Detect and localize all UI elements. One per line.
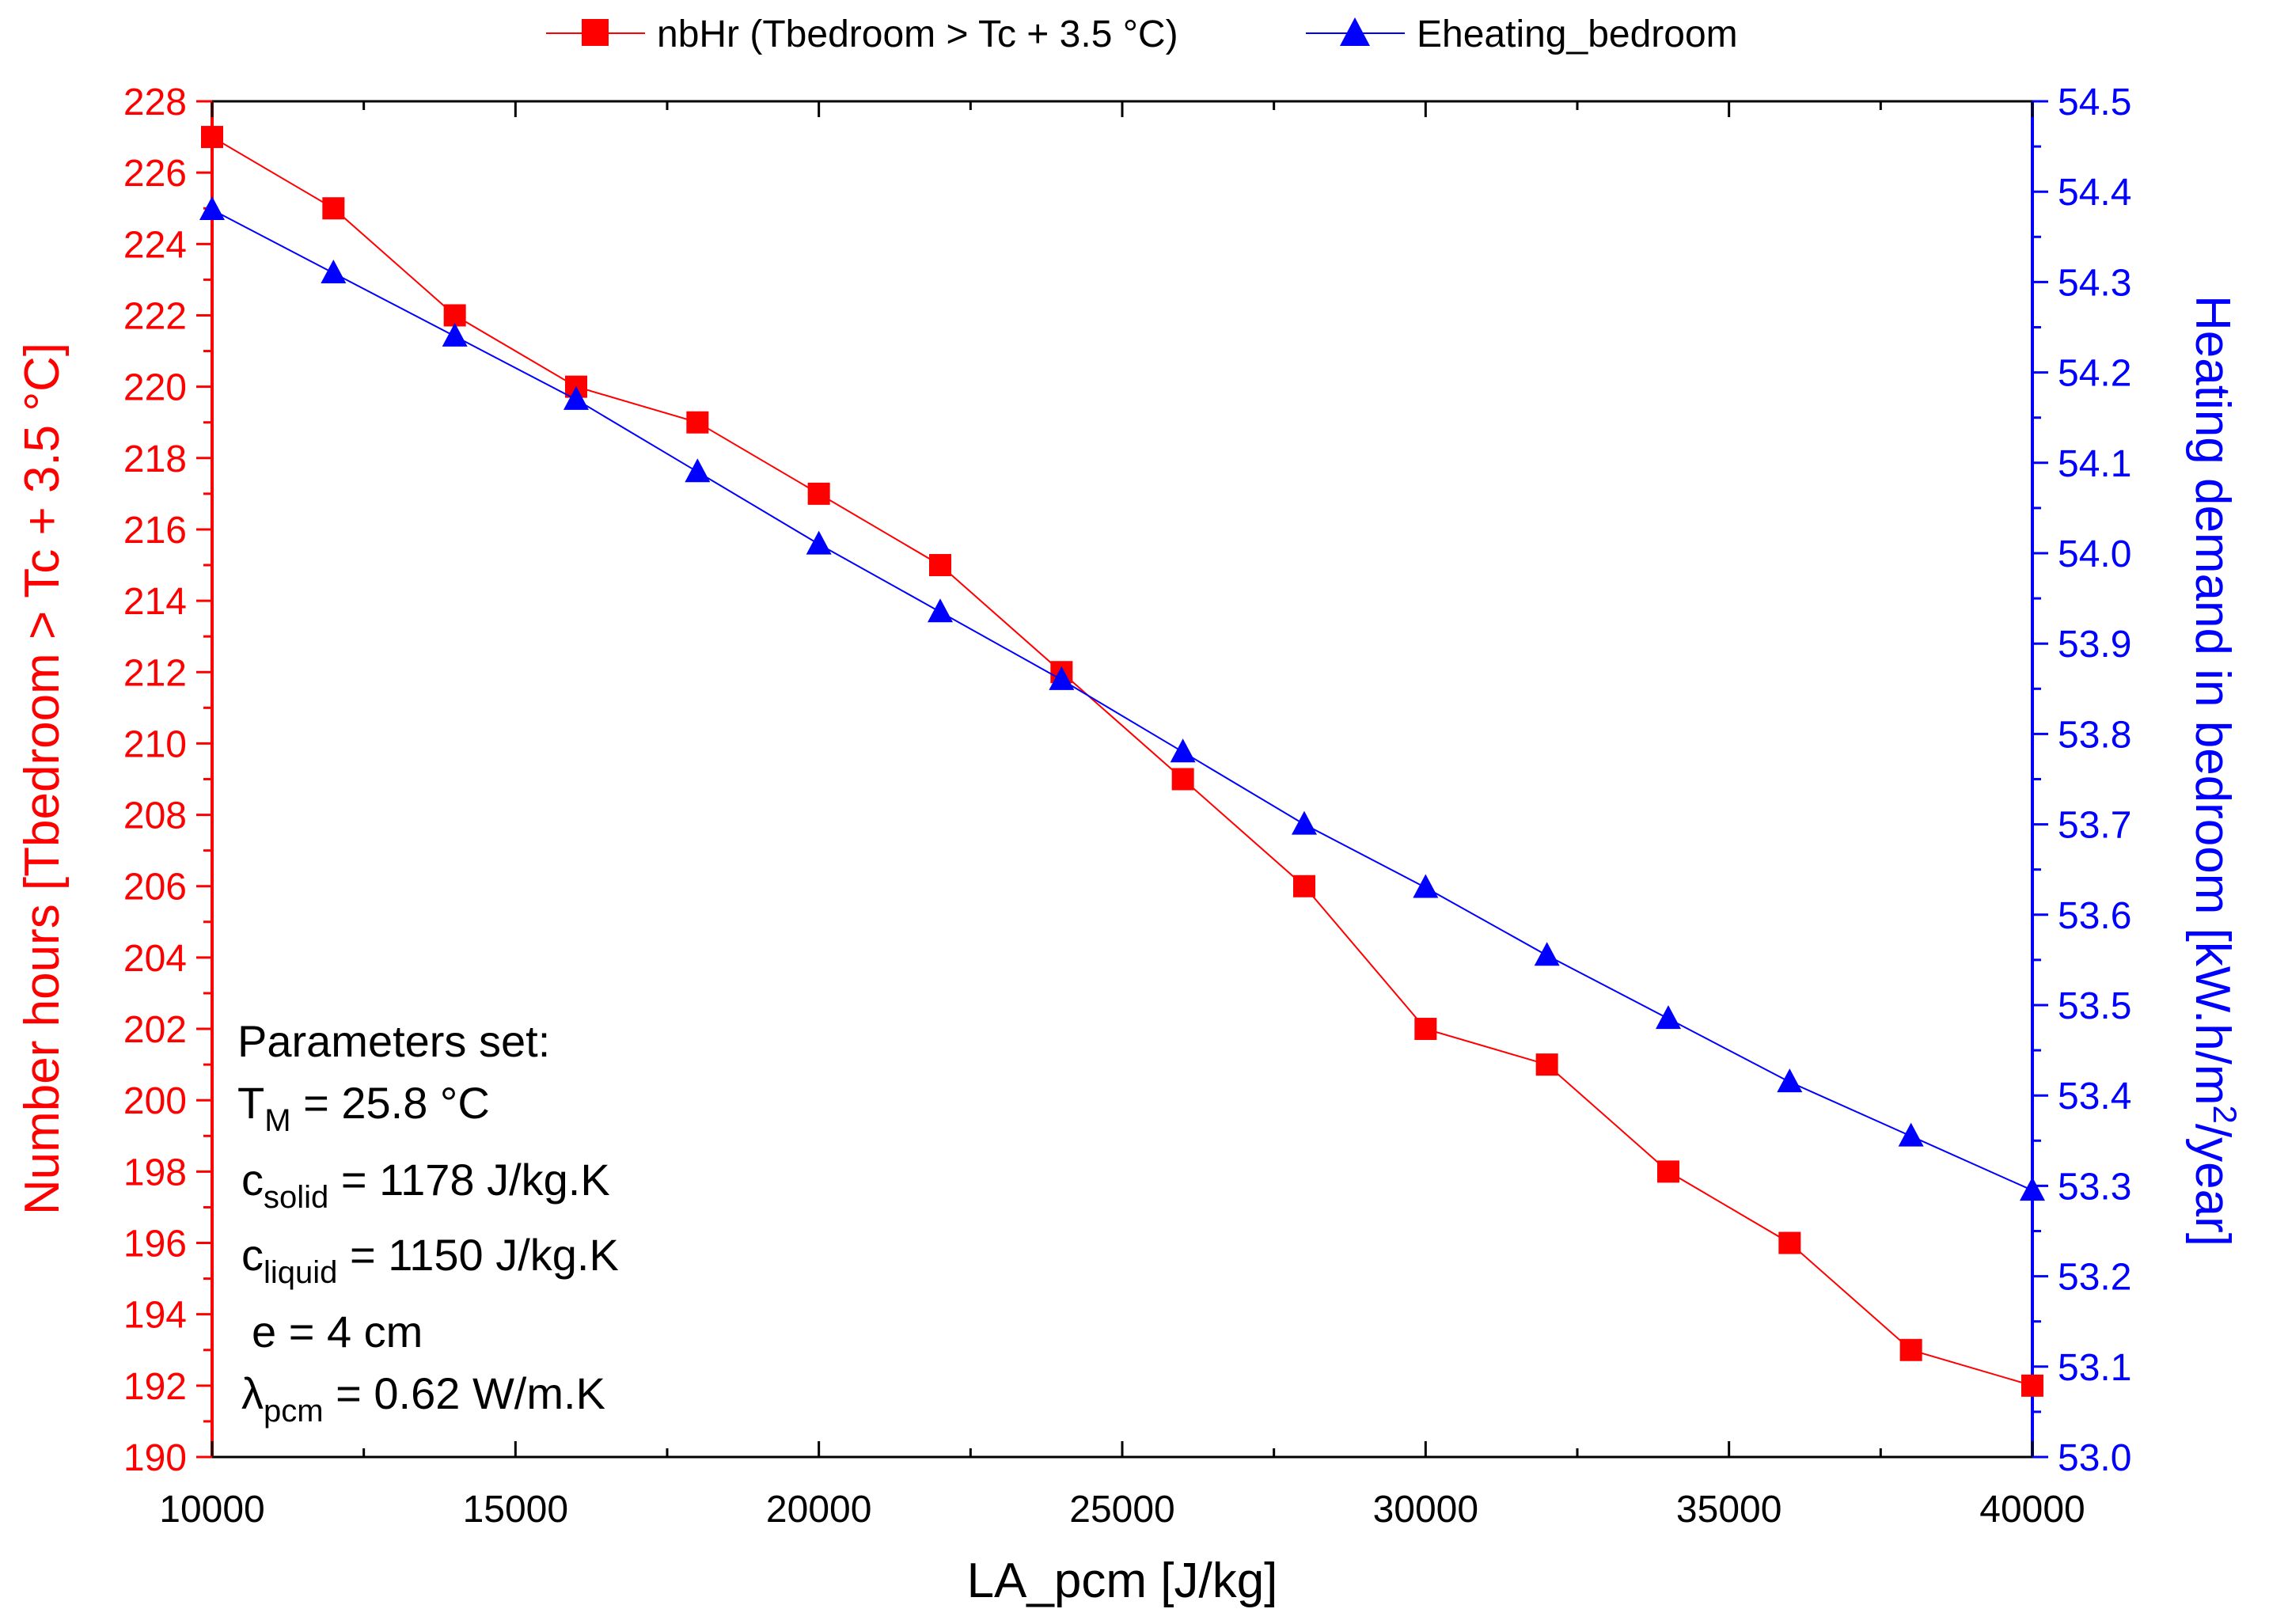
- right-tick-label: 53.4: [2058, 1076, 2131, 1117]
- nbhr-point: [2021, 1374, 2043, 1397]
- legend-label-nbhr: nbHr (Tbedroom > Tc + 3.5 °C): [657, 13, 1178, 55]
- left-tick-label: 194: [123, 1295, 187, 1337]
- left-tick-label: 190: [123, 1437, 187, 1479]
- annotation-line-csolid: csolid = 1178 J/kg.K: [241, 1155, 610, 1215]
- left-tick-label: 196: [123, 1224, 187, 1265]
- left-tick-label: 222: [123, 295, 187, 337]
- right-tick-label: 53.3: [2058, 1166, 2131, 1208]
- nbhr-point: [1899, 1338, 1922, 1361]
- right-tick-label: 53.5: [2058, 985, 2131, 1027]
- eheating-point: [442, 322, 468, 347]
- left-tick-label: 218: [123, 438, 187, 480]
- legend-marker-triangle: [1340, 17, 1370, 46]
- eheating-point: [1049, 666, 1075, 690]
- eheating-point: [928, 598, 953, 623]
- eheating-point: [199, 196, 225, 221]
- right-tick-label: 53.0: [2058, 1437, 2131, 1479]
- right-tick-label: 54.0: [2058, 533, 2131, 575]
- x-axis-title: LA_pcm [J/kg]: [967, 1554, 1278, 1608]
- right-axis-title: Heating demand in bedroom [kW.h/m2/year]: [2185, 295, 2244, 1246]
- right-tick-label: 54.5: [2058, 82, 2131, 123]
- left-tick-label: 214: [123, 581, 187, 623]
- eheating-point: [1898, 1122, 1924, 1147]
- left-axis-ticks: 190 192 194 196 198 200 202 204 206 208 210 212 214 2…: [123, 82, 212, 1479]
- eheating-point: [806, 530, 832, 555]
- left-tick-label: 208: [123, 795, 187, 837]
- nbhr-point: [322, 197, 345, 220]
- left-tick-label: 220: [123, 367, 187, 409]
- annotation-heading: Parameters set:: [237, 1016, 550, 1066]
- right-tick-label: 53.9: [2058, 624, 2131, 666]
- x-tick-label: 10000: [159, 1489, 264, 1531]
- right-tick-label: 53.8: [2058, 714, 2131, 756]
- right-tick-label: 54.1: [2058, 443, 2131, 485]
- left-tick-label: 212: [123, 652, 187, 694]
- left-tick-label: 224: [123, 224, 187, 266]
- nbhr-point: [1778, 1231, 1801, 1254]
- right-tick-label: 53.6: [2058, 895, 2131, 937]
- left-tick-label: 202: [123, 1009, 187, 1051]
- right-tick-label: 54.3: [2058, 262, 2131, 304]
- annotation-line-cliquid: cliquid = 1150 J/kg.K: [241, 1230, 619, 1290]
- left-tick-label: 216: [123, 510, 187, 552]
- eheating-point: [1170, 738, 1196, 763]
- left-tick-label: 192: [123, 1366, 187, 1408]
- nbhr-point: [443, 304, 466, 327]
- left-tick-label: 206: [123, 867, 187, 909]
- left-axis-title: Number hours [Tbedroom > Tc + 3.5 °C]: [15, 343, 70, 1215]
- left-tick-label: 210: [123, 723, 187, 765]
- right-tick-label: 54.4: [2058, 172, 2131, 214]
- right-tick-label: 53.7: [2058, 805, 2131, 847]
- nbhr-point: [1657, 1160, 1679, 1183]
- legend-marker-square: [582, 19, 609, 46]
- eheating-point: [1656, 1005, 1681, 1030]
- nbhr-point: [929, 554, 951, 577]
- eheating-point: [1292, 810, 1317, 835]
- eheating-point: [1534, 942, 1560, 966]
- left-tick-label: 228: [123, 82, 187, 123]
- eheating-point: [2020, 1177, 2045, 1201]
- x-tick-label: 40000: [1979, 1489, 2085, 1531]
- nbhr-point: [1171, 768, 1194, 791]
- legend: nbHr (Tbedroom > Tc + 3.5 °C) Eheating_b…: [546, 13, 1738, 55]
- annotation-line-lambda: λpcm = 0.62 W/m.K: [241, 1368, 605, 1429]
- eheating-point: [563, 385, 589, 410]
- eheating-point: [1413, 874, 1439, 898]
- left-tick-label: 200: [123, 1080, 187, 1122]
- eheating-series-line: [211, 209, 2033, 1192]
- eheating-point: [685, 458, 711, 483]
- annotation-line-tm: TM = 25.8 °C: [237, 1078, 490, 1138]
- x-tick-label: 35000: [1676, 1489, 1781, 1531]
- parameters-annotation: Parameters set: TM = 25.8 °C csolid = 11…: [237, 1016, 619, 1429]
- x-tick-label: 25000: [1069, 1489, 1174, 1531]
- left-tick-label: 226: [123, 153, 187, 195]
- left-tick-label: 204: [123, 938, 187, 980]
- annotation-line-e: e = 4 cm: [252, 1307, 423, 1356]
- nbhr-series-line: [211, 136, 2033, 1387]
- left-tick-label: 198: [123, 1152, 187, 1193]
- right-tick-label: 53.2: [2058, 1257, 2131, 1299]
- x-tick-label: 15000: [463, 1489, 568, 1531]
- nbhr-point: [1535, 1053, 1558, 1076]
- nbhr-point: [686, 411, 709, 434]
- legend-label-eheating: Eheating_bedroom: [1417, 13, 1738, 55]
- x-tick-label: 20000: [766, 1489, 871, 1531]
- right-tick-label: 53.1: [2058, 1347, 2131, 1389]
- x-axis-ticks: 10000 15000 20000 25000 30000 35000 40000: [159, 101, 2085, 1531]
- right-axis-ticks: 53.0 53.1 53.2 53.3 53.4 53.5 53.6 53.7 53.8 53.9…: [2032, 82, 2131, 1479]
- series-layer: [199, 126, 2045, 1397]
- eheating-point: [321, 259, 347, 283]
- nbhr-point: [1414, 1018, 1437, 1041]
- eheating-point: [1777, 1068, 1803, 1093]
- right-tick-label: 54.2: [2058, 353, 2131, 395]
- nbhr-point: [807, 482, 830, 505]
- x-tick-label: 30000: [1373, 1489, 1478, 1531]
- nbhr-point: [1293, 875, 1315, 897]
- nbhr-point: [201, 126, 223, 149]
